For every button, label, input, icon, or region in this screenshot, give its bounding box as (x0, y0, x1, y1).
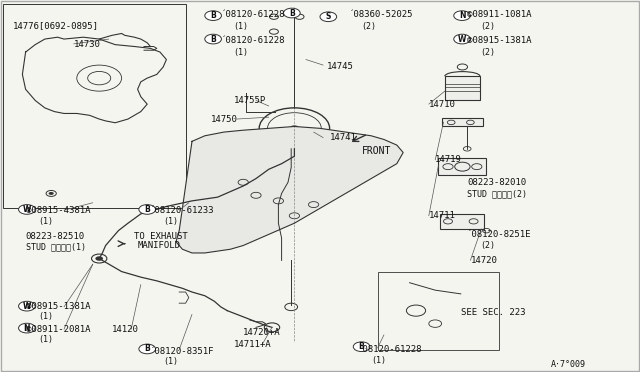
Circle shape (284, 8, 300, 18)
Text: 14710: 14710 (429, 100, 456, 109)
Text: 14750: 14750 (211, 115, 238, 124)
Text: ´08360-52025: ´08360-52025 (349, 10, 413, 19)
Text: (2): (2) (480, 241, 495, 250)
Text: FRONT: FRONT (362, 146, 391, 155)
Circle shape (19, 301, 35, 311)
Text: (2): (2) (480, 48, 495, 57)
Text: 14741: 14741 (330, 133, 356, 142)
Circle shape (19, 323, 35, 333)
Text: W: W (22, 302, 31, 311)
Text: 14776[0692-0895]: 14776[0692-0895] (13, 22, 99, 31)
Text: STUD スタッド(1): STUD スタッド(1) (26, 242, 86, 251)
Text: B: B (145, 205, 150, 214)
Text: (1): (1) (234, 22, 248, 31)
Bar (378, 272, 499, 350)
Text: W: W (22, 205, 31, 214)
Text: S: S (326, 12, 331, 21)
Text: STUD スタッド(2): STUD スタッド(2) (467, 189, 527, 198)
Text: ´08120-61228: ´08120-61228 (221, 36, 285, 45)
Text: 14711: 14711 (429, 211, 456, 220)
Text: ©08911-1081A: ©08911-1081A (467, 10, 532, 19)
Text: ´08120-61228: ´08120-61228 (358, 345, 423, 354)
Text: (1): (1) (163, 217, 178, 226)
Text: (1): (1) (371, 356, 386, 365)
Text: 14755P: 14755P (234, 96, 266, 105)
Text: B: B (289, 9, 294, 17)
Circle shape (454, 11, 470, 20)
Bar (445, 76, 480, 100)
Text: (1): (1) (163, 357, 178, 366)
Bar (3, 4, 186, 208)
Text: 14719: 14719 (435, 155, 462, 164)
Text: (2): (2) (362, 22, 376, 31)
Text: 08223-82010: 08223-82010 (467, 178, 526, 187)
Circle shape (139, 205, 156, 214)
Text: ´08120-8251E: ´08120-8251E (467, 230, 532, 239)
Text: ´08120-8351F: ´08120-8351F (150, 347, 215, 356)
Text: B: B (211, 35, 216, 44)
Circle shape (205, 34, 221, 44)
Circle shape (139, 344, 156, 354)
Bar (440, 214, 484, 229)
Text: (1): (1) (38, 217, 53, 226)
Text: ®08915-4381A: ®08915-4381A (26, 206, 90, 215)
Text: B: B (145, 344, 150, 353)
Text: N: N (459, 11, 465, 20)
Text: 14730: 14730 (74, 40, 100, 49)
Polygon shape (176, 126, 403, 253)
Text: (2): (2) (480, 22, 495, 31)
Circle shape (95, 256, 103, 261)
Text: A·7°009: A·7°009 (550, 360, 586, 369)
Text: 14711+A: 14711+A (234, 340, 271, 349)
Text: B: B (359, 342, 364, 351)
Circle shape (353, 342, 370, 352)
Text: ©08911-2081A: ©08911-2081A (26, 325, 90, 334)
Text: MANIFOLD: MANIFOLD (138, 241, 180, 250)
Text: 14720+A: 14720+A (243, 328, 281, 337)
Text: 08223-82510: 08223-82510 (26, 232, 84, 241)
Bar (438, 158, 486, 175)
Circle shape (289, 125, 300, 131)
Text: W: W (458, 35, 467, 44)
Circle shape (454, 34, 470, 44)
Text: B: B (211, 11, 216, 20)
Text: TO EXHAUST: TO EXHAUST (134, 232, 188, 241)
Text: ®08915-1381A: ®08915-1381A (467, 36, 532, 45)
Circle shape (49, 192, 54, 195)
Text: 14720: 14720 (470, 256, 497, 265)
Text: ´08120-61228: ´08120-61228 (221, 10, 285, 19)
Text: (1): (1) (234, 48, 248, 57)
Text: 14120: 14120 (112, 325, 139, 334)
Circle shape (205, 11, 221, 20)
FancyBboxPatch shape (442, 118, 483, 126)
Text: N: N (24, 324, 30, 333)
Circle shape (320, 12, 337, 22)
Circle shape (19, 205, 35, 214)
Text: 14745: 14745 (326, 62, 353, 71)
Text: (1): (1) (38, 335, 53, 344)
Text: ®08915-1381A: ®08915-1381A (26, 302, 90, 311)
Text: SEE SEC. 223: SEE SEC. 223 (461, 308, 525, 317)
Text: (1): (1) (38, 312, 53, 321)
Text: ´08120-61233: ´08120-61233 (150, 206, 215, 215)
